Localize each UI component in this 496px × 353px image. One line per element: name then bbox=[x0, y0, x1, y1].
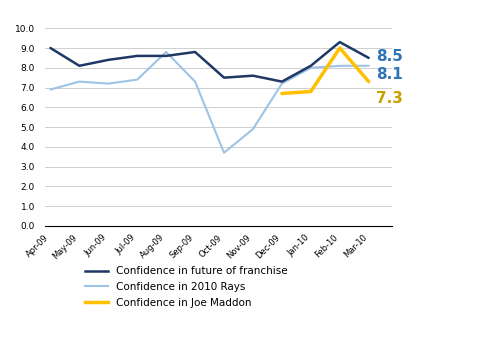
Text: 7.3: 7.3 bbox=[376, 91, 403, 106]
Text: 8.5: 8.5 bbox=[376, 49, 403, 64]
Text: 8.1: 8.1 bbox=[376, 67, 403, 82]
Legend: Confidence in future of franchise, Confidence in 2010 Rays, Confidence in Joe Ma: Confidence in future of franchise, Confi… bbox=[85, 267, 288, 308]
Text: CONFIDENCE IN TAMPA BAY RAYS: CONFIDENCE IN TAMPA BAY RAYS bbox=[6, 7, 227, 20]
